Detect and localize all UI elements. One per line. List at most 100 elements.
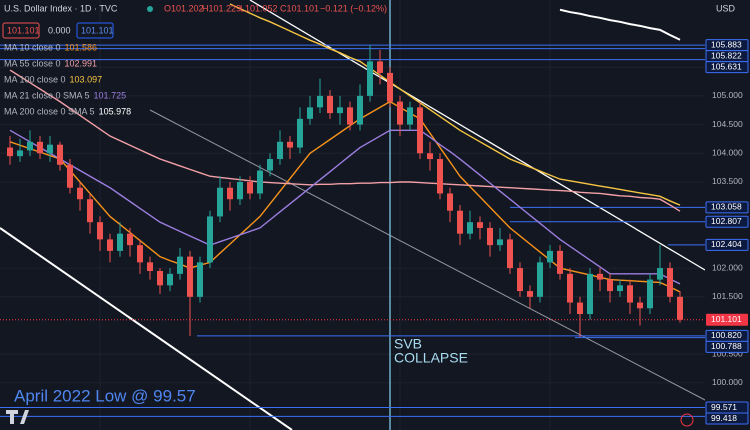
- candle-body: [457, 210, 463, 234]
- candle-body: [367, 61, 373, 96]
- candle-body: [337, 107, 343, 114]
- ohlc: C101.101: [280, 3, 319, 13]
- levels: [0, 44, 705, 417]
- candle-body: [507, 239, 513, 269]
- candle-body: [537, 262, 543, 297]
- candle-body: [437, 159, 443, 194]
- ohlc: −0.121 (−0.12%): [320, 3, 387, 13]
- sell-price: 101.101: [7, 25, 40, 35]
- candle-body: [17, 150, 23, 157]
- candle-body: [197, 262, 203, 297]
- candle-body: [357, 95, 363, 125]
- candle-body: [347, 107, 353, 125]
- level-label: 99.571: [711, 402, 737, 412]
- candle-body: [257, 170, 263, 194]
- annotation: April 2022 Low @ 99.57: [14, 386, 196, 405]
- candle-body: [647, 279, 653, 309]
- candle-body: [667, 268, 673, 297]
- candle-body: [517, 268, 523, 292]
- annotation: SVB: [394, 336, 422, 352]
- ma-line: [559, 8, 681, 41]
- level-label: 100.788: [711, 341, 742, 351]
- candle-body: [147, 262, 153, 271]
- candle-body: [127, 233, 133, 246]
- grid: [0, 0, 705, 430]
- ohlc: O101.202: [164, 3, 204, 13]
- trendline: [149, 109, 706, 401]
- candle-body: [527, 291, 533, 297]
- candle-body: [317, 95, 323, 108]
- candle-body: [327, 95, 333, 114]
- level-label: 103.058: [711, 202, 742, 212]
- legend-label: MA 10 close 0: [4, 42, 61, 52]
- sell-box[interactable]: [2, 22, 40, 39]
- y-tick-label: 104.000: [712, 148, 743, 158]
- candle-body: [57, 144, 63, 165]
- candle-body: [597, 273, 603, 280]
- last-price-badge: [706, 313, 748, 326]
- level-label: 100.820: [711, 330, 742, 340]
- candle-body: [87, 199, 93, 223]
- level-badge: [705, 412, 749, 425]
- y-tick-label: 100.000: [712, 377, 743, 387]
- candle-body: [447, 193, 453, 211]
- candle-body: [187, 256, 193, 297]
- status-dot: [147, 6, 153, 12]
- candle-body: [177, 256, 183, 274]
- candle-body: [587, 273, 593, 315]
- y-tick-label: 100.500: [712, 348, 743, 358]
- legend-label: MA 55 close 0: [4, 58, 61, 68]
- level-badge: [705, 238, 749, 251]
- level-label: 105.822: [711, 50, 742, 60]
- level-label: 102.807: [711, 216, 742, 226]
- level-badge: [705, 340, 749, 353]
- candle-body: [97, 222, 103, 240]
- candle-body: [377, 61, 383, 73]
- level-label: 105.631: [711, 61, 742, 71]
- legend: MA 10 close 0 101.586 MA 55 close 0 102.991…: [4, 42, 131, 116]
- candle-body: [167, 273, 173, 286]
- candle-body: [7, 147, 13, 157]
- y-tick-label: 104.500: [712, 119, 743, 129]
- candle-body: [477, 222, 483, 228]
- plot: [0, 3, 705, 337]
- ohlc: H101.229: [202, 3, 241, 13]
- candle-body: [27, 141, 33, 151]
- candle-body: [217, 187, 223, 217]
- candle-body: [607, 279, 613, 292]
- annotation: COLLAPSE: [394, 350, 468, 366]
- candle-body: [297, 118, 303, 148]
- candle-body: [267, 159, 273, 171]
- currency: USD: [716, 3, 736, 13]
- candle-body: [617, 285, 623, 292]
- candle-body: [567, 273, 573, 303]
- level-badge: [705, 215, 749, 228]
- axis: 105.500105.000104.500104.000103.500102.0…: [705, 39, 749, 425]
- candle-body: [657, 268, 663, 280]
- alert-icon[interactable]: [680, 413, 694, 427]
- candle-body: [107, 239, 113, 251]
- candle-body: [467, 222, 473, 234]
- legend-label: MA 100 close 0: [4, 74, 66, 84]
- trendline: [0, 227, 293, 430]
- ma-line: [9, 100, 681, 293]
- candle-body: [227, 187, 233, 200]
- y-tick-label: 103.500: [712, 176, 743, 186]
- candle-body: [37, 141, 43, 154]
- buy-box[interactable]: [76, 22, 114, 39]
- logo: [6, 410, 29, 424]
- spread: 0.000: [48, 25, 71, 35]
- candle-body: [287, 141, 293, 148]
- candle-body: [137, 245, 143, 263]
- candle-body: [417, 107, 423, 154]
- legend-label: MA 200 close 0 SMA 5: [4, 106, 95, 116]
- candle-body: [627, 285, 633, 303]
- candle-body: [237, 181, 243, 200]
- ohlc: L101.052: [240, 3, 278, 13]
- ma-line: [9, 129, 681, 285]
- y-tick-label: 101.500: [712, 291, 743, 301]
- logo-mark: [6, 410, 29, 424]
- symbol-title: U.S. Dollar Index · 1D · TVC: [4, 3, 118, 13]
- legend-value: 101.586: [65, 42, 98, 52]
